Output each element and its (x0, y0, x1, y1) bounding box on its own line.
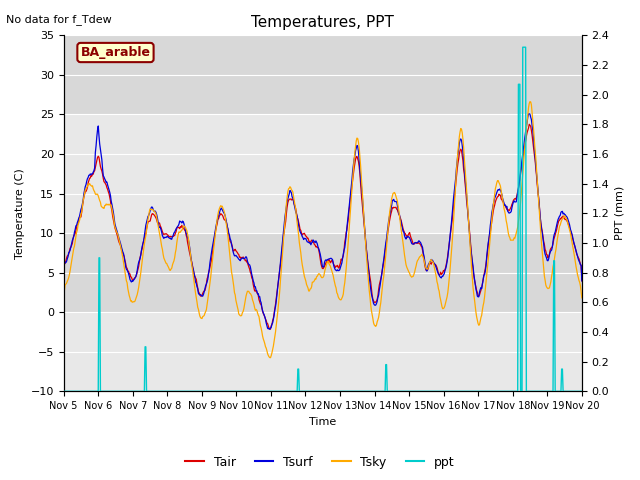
Text: No data for f_Tdew: No data for f_Tdew (6, 14, 112, 25)
Bar (63, 233, 582, 312)
Legend: Tair, Tsurf, Tsky, ppt: Tair, Tsurf, Tsky, ppt (180, 451, 460, 474)
Bar (63, 114, 582, 233)
Bar (63, 312, 582, 391)
Text: BA_arable: BA_arable (81, 46, 150, 59)
Y-axis label: PPT (mm): PPT (mm) (615, 186, 625, 240)
Bar (63, 36, 582, 114)
Title: Temperatures, PPT: Temperatures, PPT (252, 15, 394, 30)
Y-axis label: Temperature (C): Temperature (C) (15, 168, 25, 259)
X-axis label: Time: Time (309, 417, 337, 427)
